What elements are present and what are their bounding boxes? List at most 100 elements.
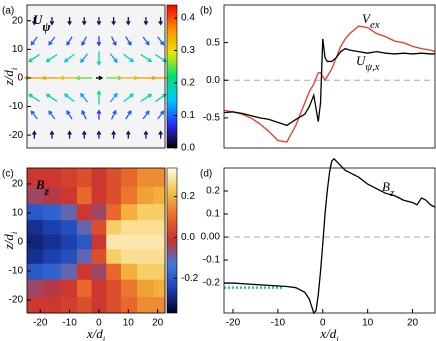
heatmap-cell: [76, 220, 93, 236]
heatmap-cell: [120, 279, 138, 298]
vector-arrow: [63, 53, 75, 63]
heatmap-cell: [43, 249, 62, 265]
heatmap-cell: [153, 204, 166, 221]
panel-label: (d): [200, 169, 212, 180]
vector-arrow: [96, 51, 102, 66]
series-label: Bz: [382, 179, 395, 200]
heatmap-cell: [153, 263, 166, 281]
vector-arrow: [48, 36, 56, 46]
heatmap-cell: [27, 204, 44, 221]
panel-label: (c): [2, 169, 14, 180]
heatmap-cell: [60, 204, 78, 221]
heatmap-cell: [91, 204, 107, 221]
heatmap-cell: [120, 297, 138, 314]
vector-arrow: [31, 17, 37, 26]
vector-arrow: [49, 17, 55, 26]
vector-arrow: [157, 110, 165, 120]
colorbar-tick-label: 0.4: [181, 13, 195, 24]
vector-arrow: [96, 17, 102, 26]
heatmap-cell: [106, 168, 122, 188]
vector-arrow: [45, 53, 58, 63]
vector-arrow: [158, 130, 163, 139]
heatmap-cell: [120, 204, 138, 221]
heatmap-cell: [76, 204, 93, 221]
heatmap-cell: [120, 186, 138, 205]
colorbar-tick-label: 0.3: [181, 45, 195, 56]
heatmap-cell: [153, 220, 166, 236]
panel-label: (a): [2, 6, 14, 17]
panel-annotation-sub: ψ: [42, 20, 51, 34]
heatmap-cell: [43, 263, 62, 281]
colorbar-tick-label: 0.2: [181, 78, 195, 89]
heatmap-cell: [106, 204, 122, 221]
heatmap-cell: [27, 186, 44, 205]
heatmap-cell: [43, 186, 62, 205]
vector-arrow: [30, 36, 38, 46]
heatmap-cell: [60, 249, 78, 265]
heatmap-cell: [76, 297, 93, 314]
vector-arrow: [142, 110, 150, 120]
vector-arrow: [75, 75, 92, 81]
x-axis-label-main: x/d: [86, 326, 103, 341]
x-axis-label: x/di: [86, 326, 106, 341]
heatmap-cell: [60, 220, 78, 236]
vector-arrow: [30, 110, 38, 120]
colorbar-tick-label: -0.2: [181, 273, 199, 284]
y-tick-label: -0.2: [203, 278, 221, 289]
x-tick-label: -20: [226, 318, 241, 329]
x-tick-label: -20: [33, 318, 48, 329]
heatmap-cell: [137, 168, 154, 188]
y-tick-label: 0.1: [206, 209, 220, 220]
y-tick-label: 10: [12, 208, 24, 219]
heatmap-cell: [137, 249, 154, 265]
vector-arrow: [28, 93, 40, 102]
heatmap-cell: [91, 263, 107, 281]
vector-arrow: [45, 93, 58, 102]
y-tick-label: 20: [12, 179, 24, 190]
series-label-main: U: [356, 53, 367, 68]
heatmap-cell: [137, 279, 154, 298]
series-label-sub: ψ,x: [365, 61, 379, 73]
plot-frame: [223, 167, 436, 314]
y-tick-label: 20: [12, 15, 24, 26]
heatmap-cell: [120, 168, 138, 188]
vector-arrow: [111, 17, 116, 26]
heatmap-cell: [106, 234, 122, 250]
heatmap-cell: [106, 249, 122, 265]
heatmap-cell: [106, 186, 122, 205]
vector-arrow: [158, 17, 163, 26]
heatmap-cell: [60, 263, 78, 281]
vector-arrow: [81, 109, 87, 120]
vector-arrow: [143, 17, 149, 26]
y-axis-label-sub: i: [9, 67, 19, 70]
colorbar-tick-label: 0.2: [181, 191, 195, 202]
heatmap-cell: [137, 263, 154, 281]
vector-arrow: [66, 36, 73, 46]
vector-arrow: [67, 17, 72, 26]
series-line: [223, 38, 435, 127]
heatmap-cell: [43, 279, 62, 298]
heatmap-cell: [120, 220, 138, 236]
y-tick-label: 0.5: [206, 37, 220, 48]
heatmap-cell: [43, 220, 62, 236]
y-tick-label: -10: [9, 266, 24, 277]
vector-arrow: [110, 36, 117, 47]
panel-annotation: Uψ: [33, 12, 51, 34]
vector-arrow: [125, 130, 131, 139]
heatmap-cell: [27, 168, 44, 188]
colorbar-tick-label: 0.0: [181, 232, 195, 243]
heatmap-cell: [91, 186, 107, 205]
series-label-sub: ex: [370, 19, 380, 31]
heatmap-cell: [27, 234, 44, 250]
y-tick-label: -0.5: [203, 113, 221, 124]
heatmap-cell: [60, 186, 78, 205]
colorbar: [166, 167, 178, 314]
x-tick-label: -10: [271, 318, 286, 329]
heatmap-cell: [106, 220, 122, 236]
heatmap-cell: [137, 234, 154, 250]
y-tick-label: 0: [17, 73, 23, 84]
panel-annotation-sub: z: [44, 186, 50, 198]
heatmap-cell: [120, 249, 138, 265]
heatmap-cell: [76, 263, 93, 281]
